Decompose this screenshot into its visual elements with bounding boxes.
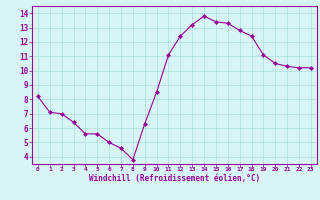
X-axis label: Windchill (Refroidissement éolien,°C): Windchill (Refroidissement éolien,°C) [89,174,260,183]
